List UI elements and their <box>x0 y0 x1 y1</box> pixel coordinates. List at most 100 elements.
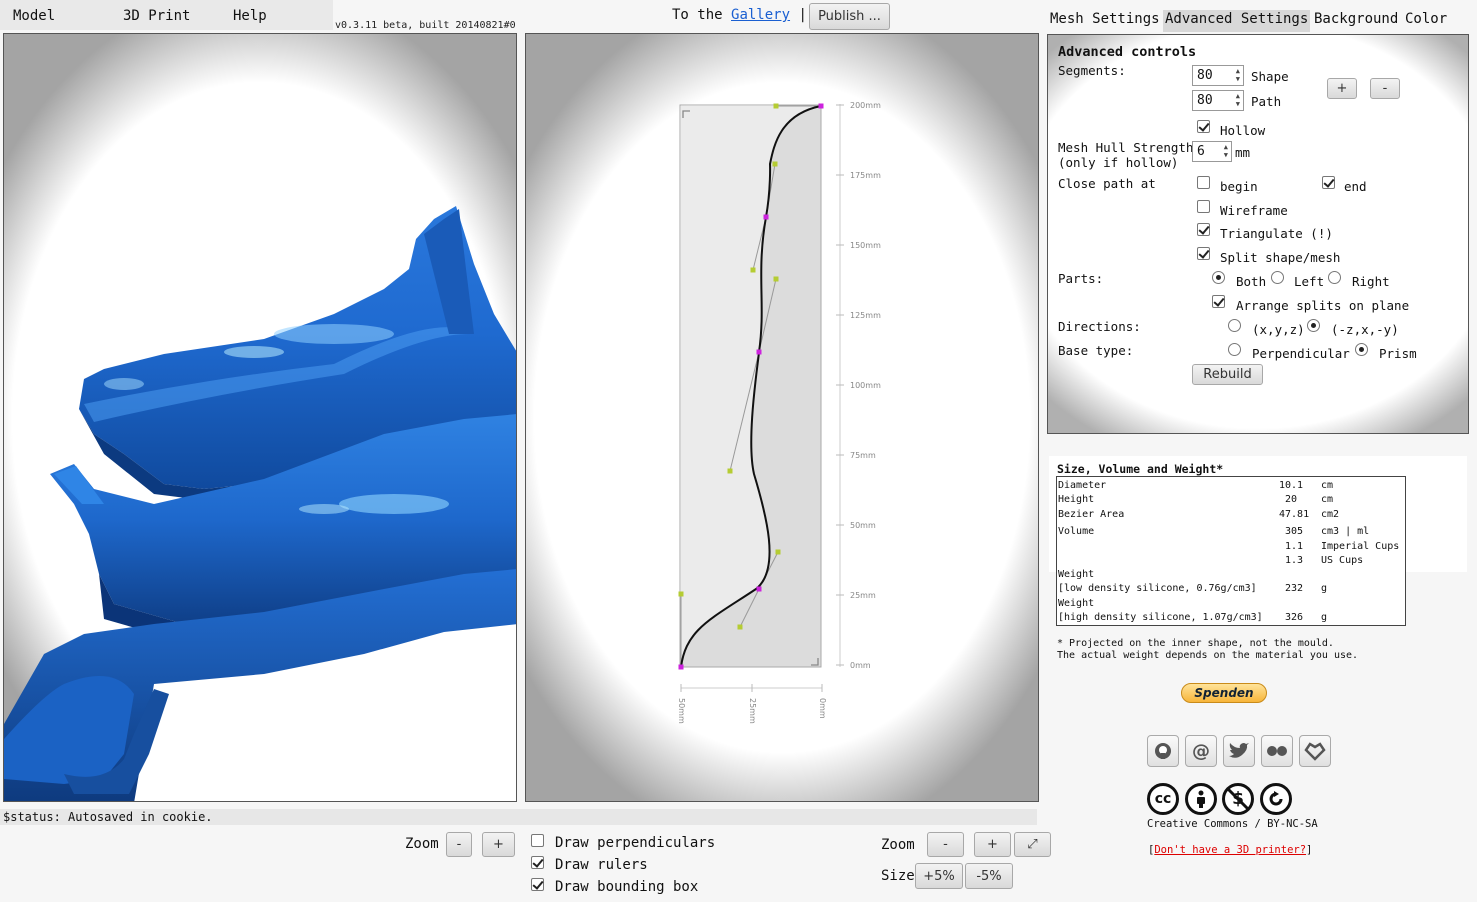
wireframe-label: Wireframe <box>1220 203 1288 218</box>
close-end-checkbox[interactable] <box>1322 176 1335 189</box>
stats-row-label: Weight <box>1058 598 1095 609</box>
direction-xyz-label: (x,y,z) <box>1252 322 1305 337</box>
stats-table: Diameter 10.1 cm Height 20 cm Bezier Area 47.81… <box>1056 476 1406 626</box>
zoom-label-right: Zoom <box>881 837 915 853</box>
flickr-icon[interactable] <box>1261 735 1293 767</box>
ruler-y-label: 200mm <box>850 101 881 110</box>
base-type-label: Base type: <box>1058 343 1134 358</box>
path-segments-value: 80 <box>1197 93 1213 108</box>
shape-label: Shape <box>1251 69 1289 84</box>
menu-help[interactable]: Help <box>233 8 267 24</box>
direction-zxy-radio[interactable] <box>1307 319 1320 332</box>
size-label: Size <box>881 868 915 884</box>
base-prism-radio[interactable] <box>1355 343 1368 356</box>
hollow-checkbox[interactable] <box>1197 120 1210 133</box>
rebuild-button[interactable]: Rebuild <box>1192 364 1263 385</box>
cc-sa-icon <box>1260 783 1292 815</box>
email-icon[interactable]: @ <box>1185 735 1217 767</box>
size-increase-button[interactable]: +5% <box>915 863 963 889</box>
bezier-handle-point[interactable] <box>775 549 781 555</box>
stats-row-unit: g <box>1321 583 1328 594</box>
bezier-anchor-point[interactable] <box>756 349 762 355</box>
path-label: Path <box>1251 94 1282 109</box>
spinner-arrows-icon[interactable]: ▲ ▼ <box>1235 92 1240 108</box>
parts-left-radio[interactable] <box>1271 271 1284 284</box>
zoom-out-button-right[interactable]: - <box>927 832 964 857</box>
github-icon[interactable] <box>1147 735 1179 767</box>
ruler-x-label: 0mm <box>818 698 827 719</box>
zoom-out-button-left[interactable]: - <box>446 832 472 857</box>
spinner-arrows-icon[interactable]: ▲ ▼ <box>1235 67 1240 83</box>
bezier-handle-point[interactable] <box>772 161 778 167</box>
version-label: v0.3.11 beta, built 20140821#0 <box>335 20 516 31</box>
bezier-anchor-point[interactable] <box>678 664 684 670</box>
bezier-handle-point[interactable] <box>737 624 743 630</box>
heart-icon[interactable] <box>1299 735 1331 767</box>
tab-advanced-settings[interactable]: Advanced Settings <box>1163 10 1311 32</box>
ruler-y-label: 150mm <box>850 241 881 250</box>
parts-both-radio[interactable] <box>1212 271 1225 284</box>
base-perpendicular-radio[interactable] <box>1228 343 1241 356</box>
wireframe-checkbox[interactable] <box>1197 200 1210 213</box>
menu-3d-print[interactable]: 3D Print <box>123 8 191 24</box>
fit-view-icon[interactable]: ⤢ <box>1014 832 1051 857</box>
profile-editor-viewport[interactable]: 200mm 175mm 150mm 125mm 100mm 75mm 50mm 25mm 0mm… <box>525 33 1039 802</box>
bezier-profile-canvas[interactable]: 200mm 175mm 150mm 125mm 100mm 75mm 50mm 25mm 0mm… <box>526 34 1039 802</box>
donate-button[interactable]: Spenden <box>1181 683 1267 703</box>
menu-bar: Model 3D Print Help <box>0 0 333 30</box>
triangulate-checkbox[interactable] <box>1197 223 1210 236</box>
draw-bounding-box-checkbox[interactable] <box>531 878 544 891</box>
twitter-icon[interactable] <box>1223 735 1255 767</box>
base-perpendicular-label: Perpendicular <box>1252 346 1350 361</box>
zoom-in-button-left[interactable]: + <box>482 832 515 857</box>
triangulate-label: Triangulate (!) <box>1220 226 1333 241</box>
spinner-arrows-icon[interactable]: ▲ ▼ <box>1223 143 1228 159</box>
gallery-link[interactable]: Gallery <box>731 7 791 23</box>
bezier-handle-point[interactable] <box>773 103 779 109</box>
hull-strength-value: 6 <box>1197 144 1205 159</box>
bezier-handle-point[interactable] <box>727 468 733 474</box>
3d-model-render <box>4 206 516 801</box>
bounding-box <box>679 104 822 668</box>
size-decrease-button[interactable]: -5% <box>965 863 1013 889</box>
publish-button[interactable]: Publish ... <box>809 3 890 30</box>
bezier-anchor-point[interactable] <box>756 586 762 592</box>
hull-strength-input[interactable]: 6 ▲ ▼ <box>1192 141 1232 162</box>
status-bar: $status: Autosaved in cookie. <box>0 809 1037 825</box>
directions-label: Directions: <box>1058 319 1141 334</box>
parts-right-radio[interactable] <box>1328 271 1341 284</box>
tab-mesh-settings[interactable]: Mesh Settings <box>1050 11 1160 27</box>
cc-nc-icon: $ <box>1222 783 1254 815</box>
direction-xyz-radio[interactable] <box>1228 319 1241 332</box>
stats-row-value: 232 <box>1285 583 1304 594</box>
split-checkbox[interactable] <box>1197 247 1210 260</box>
tab-background[interactable]: Background <box>1314 11 1399 27</box>
no-printer-link[interactable]: Don't have a 3D printer? <box>1154 844 1307 856</box>
bezier-anchor-point[interactable] <box>818 103 824 109</box>
stats-row-label: Diameter <box>1058 480 1107 491</box>
bezier-handle-point[interactable] <box>773 276 779 282</box>
stats-row-unit: g <box>1321 612 1328 623</box>
draw-perpendiculars-checkbox[interactable] <box>531 834 544 847</box>
zoom-in-button-right[interactable]: + <box>974 832 1011 857</box>
bezier-curve[interactable] <box>680 105 822 668</box>
menu-model[interactable]: Model <box>13 8 56 24</box>
tab-color[interactable]: Color <box>1405 11 1448 27</box>
control-points[interactable] <box>678 103 824 670</box>
arrange-checkbox[interactable] <box>1212 295 1225 308</box>
bezier-handle-point[interactable] <box>750 267 756 273</box>
ruler-x-label: 25mm <box>748 698 757 724</box>
close-begin-checkbox[interactable] <box>1197 176 1210 189</box>
bezier-anchor-point[interactable] <box>763 214 769 220</box>
3d-preview-viewport[interactable] <box>3 33 517 802</box>
bezier-handle-point[interactable] <box>678 591 684 597</box>
path-segments-input[interactable]: 80 ▲ ▼ <box>1192 90 1244 111</box>
segments-plus-button[interactable]: + <box>1327 78 1357 99</box>
segments-minus-button[interactable]: - <box>1370 78 1400 99</box>
ruler-y-label: 50mm <box>850 521 876 530</box>
shape-segments-input[interactable]: 80 ▲ ▼ <box>1192 65 1244 86</box>
stats-row-label: Volume <box>1058 526 1095 537</box>
stats-row-value: 1.1 <box>1285 541 1304 552</box>
draw-rulers-checkbox[interactable] <box>531 856 544 869</box>
draw-bounding-box-label: Draw bounding box <box>555 879 699 895</box>
